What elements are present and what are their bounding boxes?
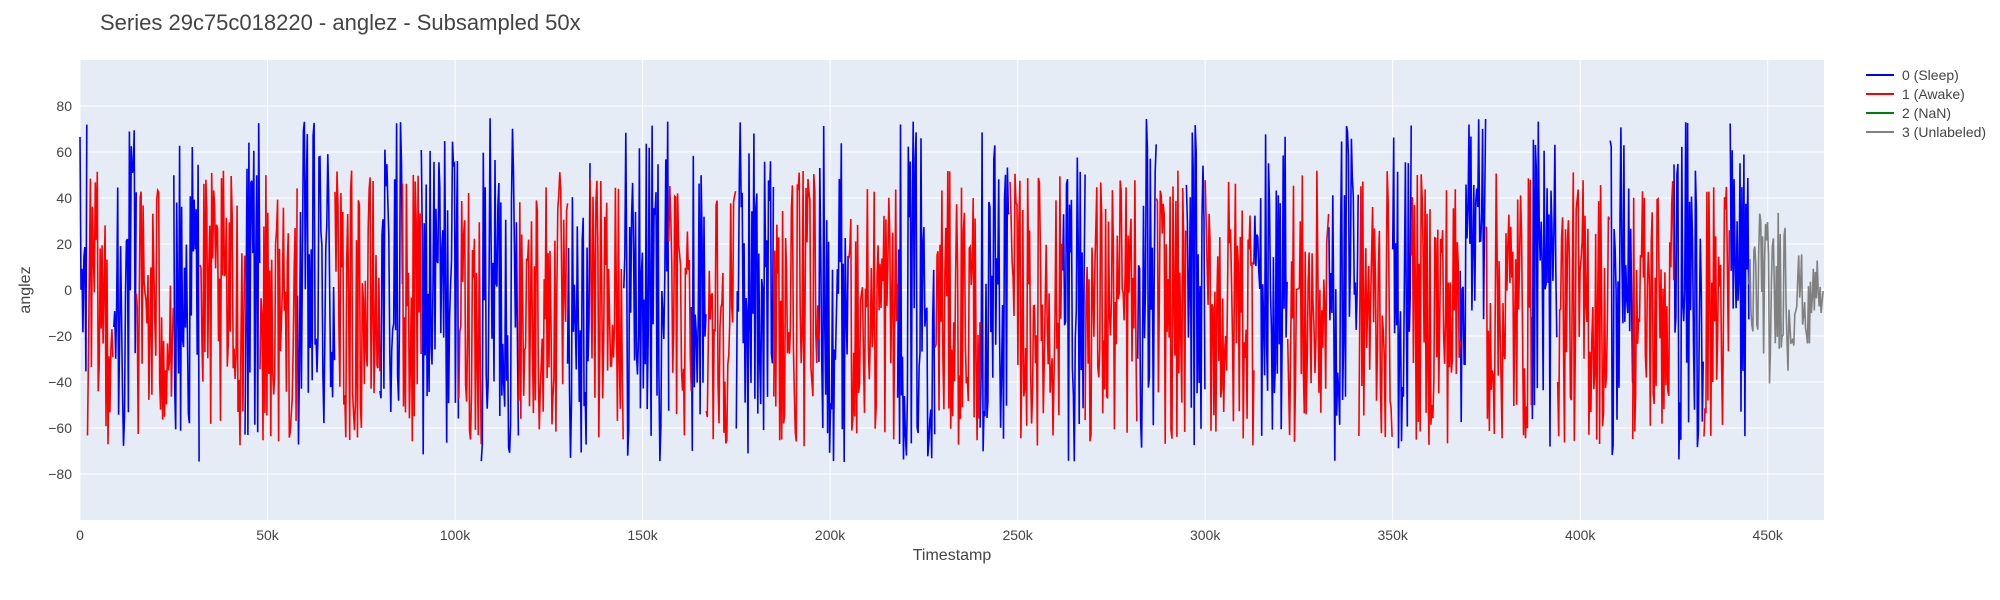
series-line-0 [623, 121, 670, 462]
series-line-1 [199, 170, 246, 446]
series-line-1 [86, 171, 114, 445]
series-line-0 [566, 163, 591, 458]
x-axis-title: Timestamp [913, 547, 992, 564]
series-line-1 [1703, 186, 1731, 437]
series-line-1 [1155, 170, 1187, 444]
series-line-1 [589, 178, 624, 440]
series-line-0 [244, 123, 261, 436]
series-line-1 [1084, 180, 1138, 442]
series-line-1 [1286, 170, 1330, 442]
y-tick-label: −40 [48, 374, 72, 390]
x-tick-label: 50k [256, 527, 280, 543]
series-line-0 [1061, 157, 1086, 462]
series-line-0 [1673, 122, 1704, 460]
legend-entry: 3 (Unlabeled) [1902, 124, 1986, 140]
x-tick-label: 300k [1190, 527, 1221, 543]
x-tick-label: 450k [1753, 527, 1784, 543]
y-tick-label: 40 [56, 190, 72, 206]
x-tick-label: 150k [627, 527, 658, 543]
series-line-1 [1556, 172, 1611, 445]
chart-title: Series 29c75c018220 - anglez - Subsample… [100, 10, 581, 35]
legend-entry: 1 (Awake) [1902, 86, 1965, 102]
x-tick-label: 200k [815, 527, 846, 543]
series-line-0 [480, 118, 520, 462]
series-line-0 [1609, 127, 1634, 456]
series-line-0 [420, 141, 460, 455]
y-tick-label: −20 [48, 328, 72, 344]
series-line-0 [1328, 125, 1359, 461]
series-line-1 [1358, 171, 1393, 438]
series-line-0 [1391, 125, 1412, 449]
series-line-1 [1631, 181, 1675, 440]
x-tick-labels: 0 50k 100k 150k 200k 250k 300k 350k 400k 450k [76, 527, 1784, 543]
series-line-0 [1136, 118, 1157, 448]
series-line-0 [1729, 123, 1750, 437]
series-line-1 [1204, 180, 1255, 446]
series-line-1 [458, 192, 482, 445]
series-line-1 [668, 185, 693, 436]
series-line-0 [296, 121, 336, 445]
series-line-0 [1253, 134, 1288, 436]
series-line-0 [1530, 121, 1558, 447]
series-line-0 [1185, 125, 1206, 446]
series-line-1 [135, 187, 175, 435]
series-line-0 [113, 130, 137, 446]
series-line-0 [735, 122, 775, 454]
y-axis-title: anglez [17, 266, 34, 313]
y-tick-label: −60 [48, 420, 72, 436]
y-tick-label: 60 [56, 144, 72, 160]
series-line-1 [934, 170, 981, 445]
legend: 0 (Sleep) 1 (Awake) 2 (NaN) 3 (Unlabeled) [1866, 67, 1986, 140]
series-line-3 [1748, 212, 1824, 384]
series-line-0 [896, 121, 936, 460]
series-line-1 [1410, 174, 1461, 445]
series-line-1 [1009, 173, 1063, 446]
series-line-1 [401, 174, 422, 442]
series-line-1 [848, 189, 899, 440]
y-tick-label: −80 [48, 466, 72, 482]
series-layer [79, 118, 1824, 463]
series-line-1 [259, 175, 298, 442]
x-tick-label: 250k [1002, 527, 1033, 543]
legend-entry: 0 (Sleep) [1902, 67, 1959, 83]
series-line-1 [518, 172, 569, 432]
series-line-0 [173, 145, 200, 462]
y-tick-label: 0 [64, 282, 72, 298]
y-tick-labels: −80 −60 −40 −20 0 20 40 60 80 [48, 98, 72, 482]
series-line-1 [773, 170, 820, 447]
x-tick-label: 0 [76, 527, 84, 543]
series-line-1 [705, 191, 737, 444]
series-line-0 [1459, 118, 1487, 423]
series-line-0 [818, 125, 849, 463]
y-tick-label: 20 [56, 236, 72, 252]
x-tick-label: 100k [440, 527, 471, 543]
x-tick-label: 350k [1378, 527, 1409, 543]
series-line-0 [379, 122, 404, 413]
series-line-0 [79, 124, 88, 372]
series-line-1 [334, 170, 381, 441]
x-tick-label: 400k [1565, 527, 1596, 543]
series-line-1 [1485, 173, 1533, 439]
y-tick-label: 80 [56, 98, 72, 114]
series-line-0 [979, 132, 1010, 452]
legend-entry: 2 (NaN) [1902, 105, 1951, 121]
series-line-0 [690, 155, 707, 451]
